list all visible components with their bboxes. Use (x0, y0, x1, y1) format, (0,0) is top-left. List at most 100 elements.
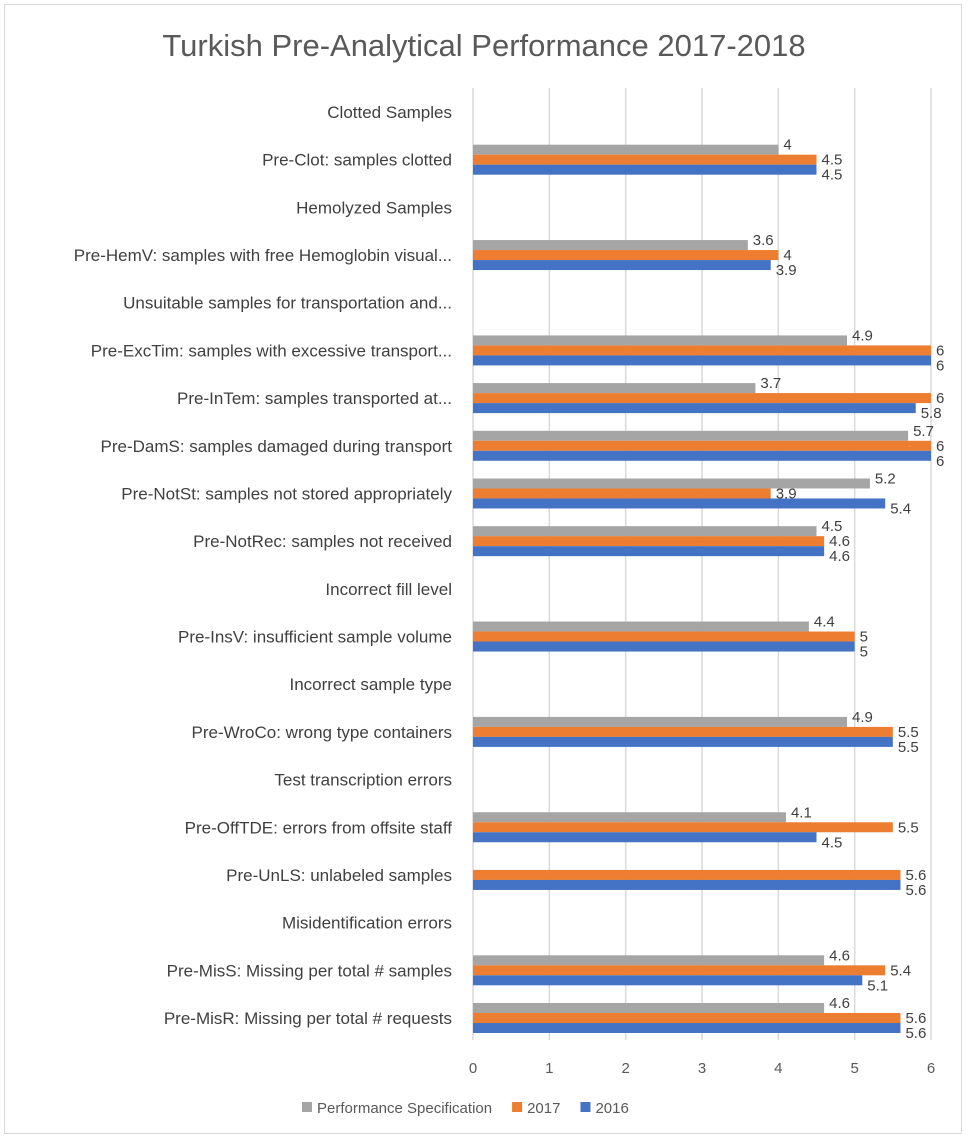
bar-performance-specification (473, 430, 909, 441)
x-tick-label: 4 (774, 1060, 782, 1077)
bar-2017 (473, 250, 779, 261)
category-label: Pre-InsV: insufficient sample volume (178, 628, 452, 647)
data-label: 4.5 (822, 518, 843, 535)
category-label: Incorrect fill level (325, 580, 452, 599)
category-label: Test transcription errors (274, 771, 452, 790)
data-label: 5.5 (898, 724, 919, 741)
category-label: Pre-NotSt: samples not stored appropriat… (121, 484, 452, 503)
bar-performance-specification (473, 478, 870, 489)
bar-performance-specification (473, 1003, 825, 1013)
bar-2016 (473, 736, 893, 747)
bar-performance-specification (473, 240, 748, 251)
category-label: Pre-NotRec: samples not received (193, 532, 452, 551)
bar-performance-specification (473, 144, 779, 155)
bar-2017 (473, 822, 893, 833)
bar-2016 (473, 498, 886, 509)
category-label: Pre-InTem: samples transported at... (177, 389, 452, 408)
bar-2017 (473, 965, 886, 976)
data-label: 5.6 (905, 867, 926, 884)
category-label: Pre-Clot: samples clotted (262, 151, 452, 170)
bar-2017 (473, 631, 855, 642)
bar-performance-specification (473, 335, 848, 346)
legend-entry: 2016 (595, 1100, 628, 1117)
category-label: Pre-OffTDE: errors from offsite staff (185, 818, 453, 837)
bar-2016 (473, 355, 931, 366)
bar-2016 (473, 164, 817, 175)
bar-2017 (473, 488, 771, 499)
legend-swatch (580, 1102, 591, 1112)
data-label: 5.6 (905, 1025, 926, 1042)
bar-2016 (473, 450, 931, 461)
bar-performance-specification (473, 955, 825, 966)
data-label: 5.5 (898, 739, 919, 756)
x-tick-label: 1 (545, 1060, 553, 1077)
bar-2016 (473, 879, 901, 890)
bar-2016 (473, 975, 863, 986)
category-label: Pre-HemV: samples with free Hemoglobin v… (74, 246, 452, 265)
category-label: Pre-WroCo: wrong type containers (192, 723, 452, 742)
data-label: 4.5 (822, 152, 843, 169)
bar-2016 (473, 641, 855, 652)
category-label: Pre-MisS: Missing per total # samples (167, 961, 452, 980)
data-label: 3.7 (760, 375, 781, 392)
bar-performance-specification (473, 716, 848, 727)
x-tick-label: 0 (469, 1060, 477, 1077)
legend-entry: 2017 (527, 1100, 560, 1117)
data-label: 4.9 (852, 709, 873, 726)
data-label: 3.9 (776, 262, 797, 279)
bar-2017 (473, 869, 901, 880)
bar-2016 (473, 1023, 901, 1033)
bar-2017 (473, 154, 817, 165)
bar-performance-specification (473, 383, 756, 394)
data-label: 6 (936, 453, 944, 470)
data-label: 4.6 (829, 548, 850, 565)
category-label: Pre-MisR: Missing per total # requests (164, 1009, 452, 1028)
data-label: 4.4 (814, 614, 835, 631)
legend-swatch (512, 1102, 523, 1112)
legend-entry: Performance Specification (317, 1100, 492, 1117)
data-label: 4 (783, 247, 791, 264)
bar-2017 (473, 345, 931, 356)
data-label: 3.6 (753, 232, 774, 249)
data-label: 5.5 (898, 819, 919, 836)
bar-performance-specification (473, 621, 809, 632)
category-label: Unsuitable samples for transportation an… (123, 294, 452, 313)
category-label: Misidentification errors (282, 914, 452, 933)
bar-2017 (473, 726, 893, 737)
category-label: Clotted Samples (327, 103, 452, 122)
category-label: Incorrect sample type (289, 675, 452, 694)
data-label: 6 (936, 342, 944, 359)
bar-2016 (473, 260, 771, 271)
data-label: 5.6 (905, 1010, 926, 1027)
x-tick-label: 5 (850, 1060, 858, 1077)
data-label: 6 (936, 438, 944, 455)
data-label: 4.6 (829, 533, 850, 550)
data-label: 4.1 (791, 804, 812, 821)
x-tick-label: 6 (927, 1060, 935, 1077)
data-label: 5.8 (921, 405, 942, 422)
data-label: 5.1 (867, 977, 888, 994)
data-label: 6 (936, 390, 944, 407)
category-label: Pre-UnLS: unlabeled samples (226, 866, 452, 885)
data-label: 4.5 (822, 834, 843, 851)
bar-2017 (473, 1013, 901, 1023)
data-label: 6 (936, 357, 944, 374)
bar-2016 (473, 832, 817, 843)
data-label: 5.2 (875, 470, 896, 487)
bar-2016 (473, 403, 916, 414)
chart-title: Turkish Pre-Analytical Performance 2017-… (162, 28, 805, 63)
bar-2017 (473, 393, 931, 404)
data-label: 4.5 (822, 167, 843, 184)
data-label: 5 (860, 644, 868, 661)
data-label: 5.6 (905, 882, 926, 899)
x-tick-label: 3 (698, 1060, 706, 1077)
bar-performance-specification (473, 812, 786, 823)
data-label: 3.9 (776, 485, 797, 502)
data-label: 4.6 (829, 947, 850, 964)
legend-swatch (302, 1102, 312, 1112)
data-label: 5.7 (913, 423, 934, 440)
data-label: 5 (860, 629, 868, 646)
category-label: Hemolyzed Samples (296, 198, 452, 217)
data-label: 5.4 (890, 962, 911, 979)
